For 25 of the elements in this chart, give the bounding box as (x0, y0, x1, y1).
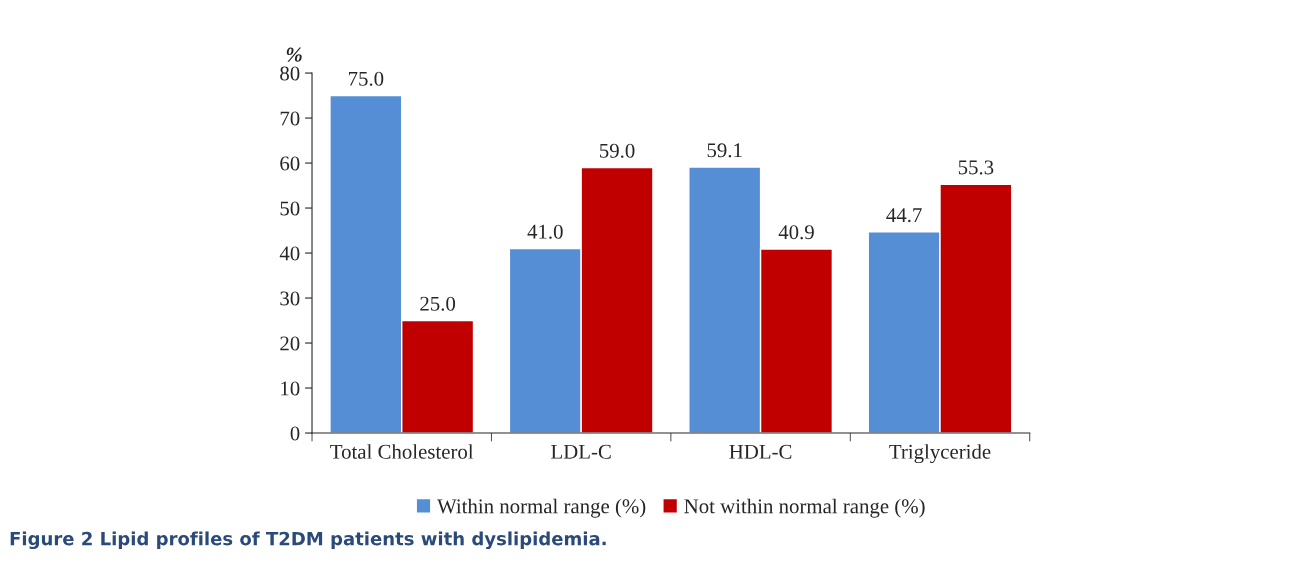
x-tick-label: Total Cholesterol (330, 444, 474, 459)
y-tick-label: 20 (280, 336, 300, 351)
y-tick-label: 50 (280, 201, 300, 216)
x-tick-label: HDL-C (729, 444, 792, 459)
y-tick-label: 10 (281, 381, 300, 396)
legend-label: Not within normal range (%) (684, 498, 925, 518)
y-tick-label: 70 (280, 111, 300, 126)
legend-label: Within normal range (%) (437, 498, 646, 518)
y-tick-label: 80 (280, 66, 300, 81)
y-tick-label: 40 (279, 246, 300, 261)
data-label: 41.0 (527, 224, 563, 239)
data-label: 40.9 (778, 225, 814, 240)
data-label: 59.0 (600, 143, 635, 158)
y-tick-label: 60 (280, 156, 300, 171)
data-label: 44.7 (886, 208, 922, 223)
x-tick-label: LDL-C (551, 444, 611, 459)
x-tick-label: Triglyceride (889, 444, 991, 464)
y-tick-label: 30 (280, 291, 300, 306)
y-axis-title: % (286, 47, 302, 62)
data-label: 75.0 (348, 71, 384, 86)
caption: Figure 2 Lipid profiles of T2DM patients with dyslipidemia. (10, 531, 606, 550)
data-label: 59.1 (707, 143, 742, 158)
y-tick-label: 0 (290, 426, 300, 441)
data-label: 25.0 (420, 296, 456, 311)
data-label: 55.3 (958, 160, 994, 175)
